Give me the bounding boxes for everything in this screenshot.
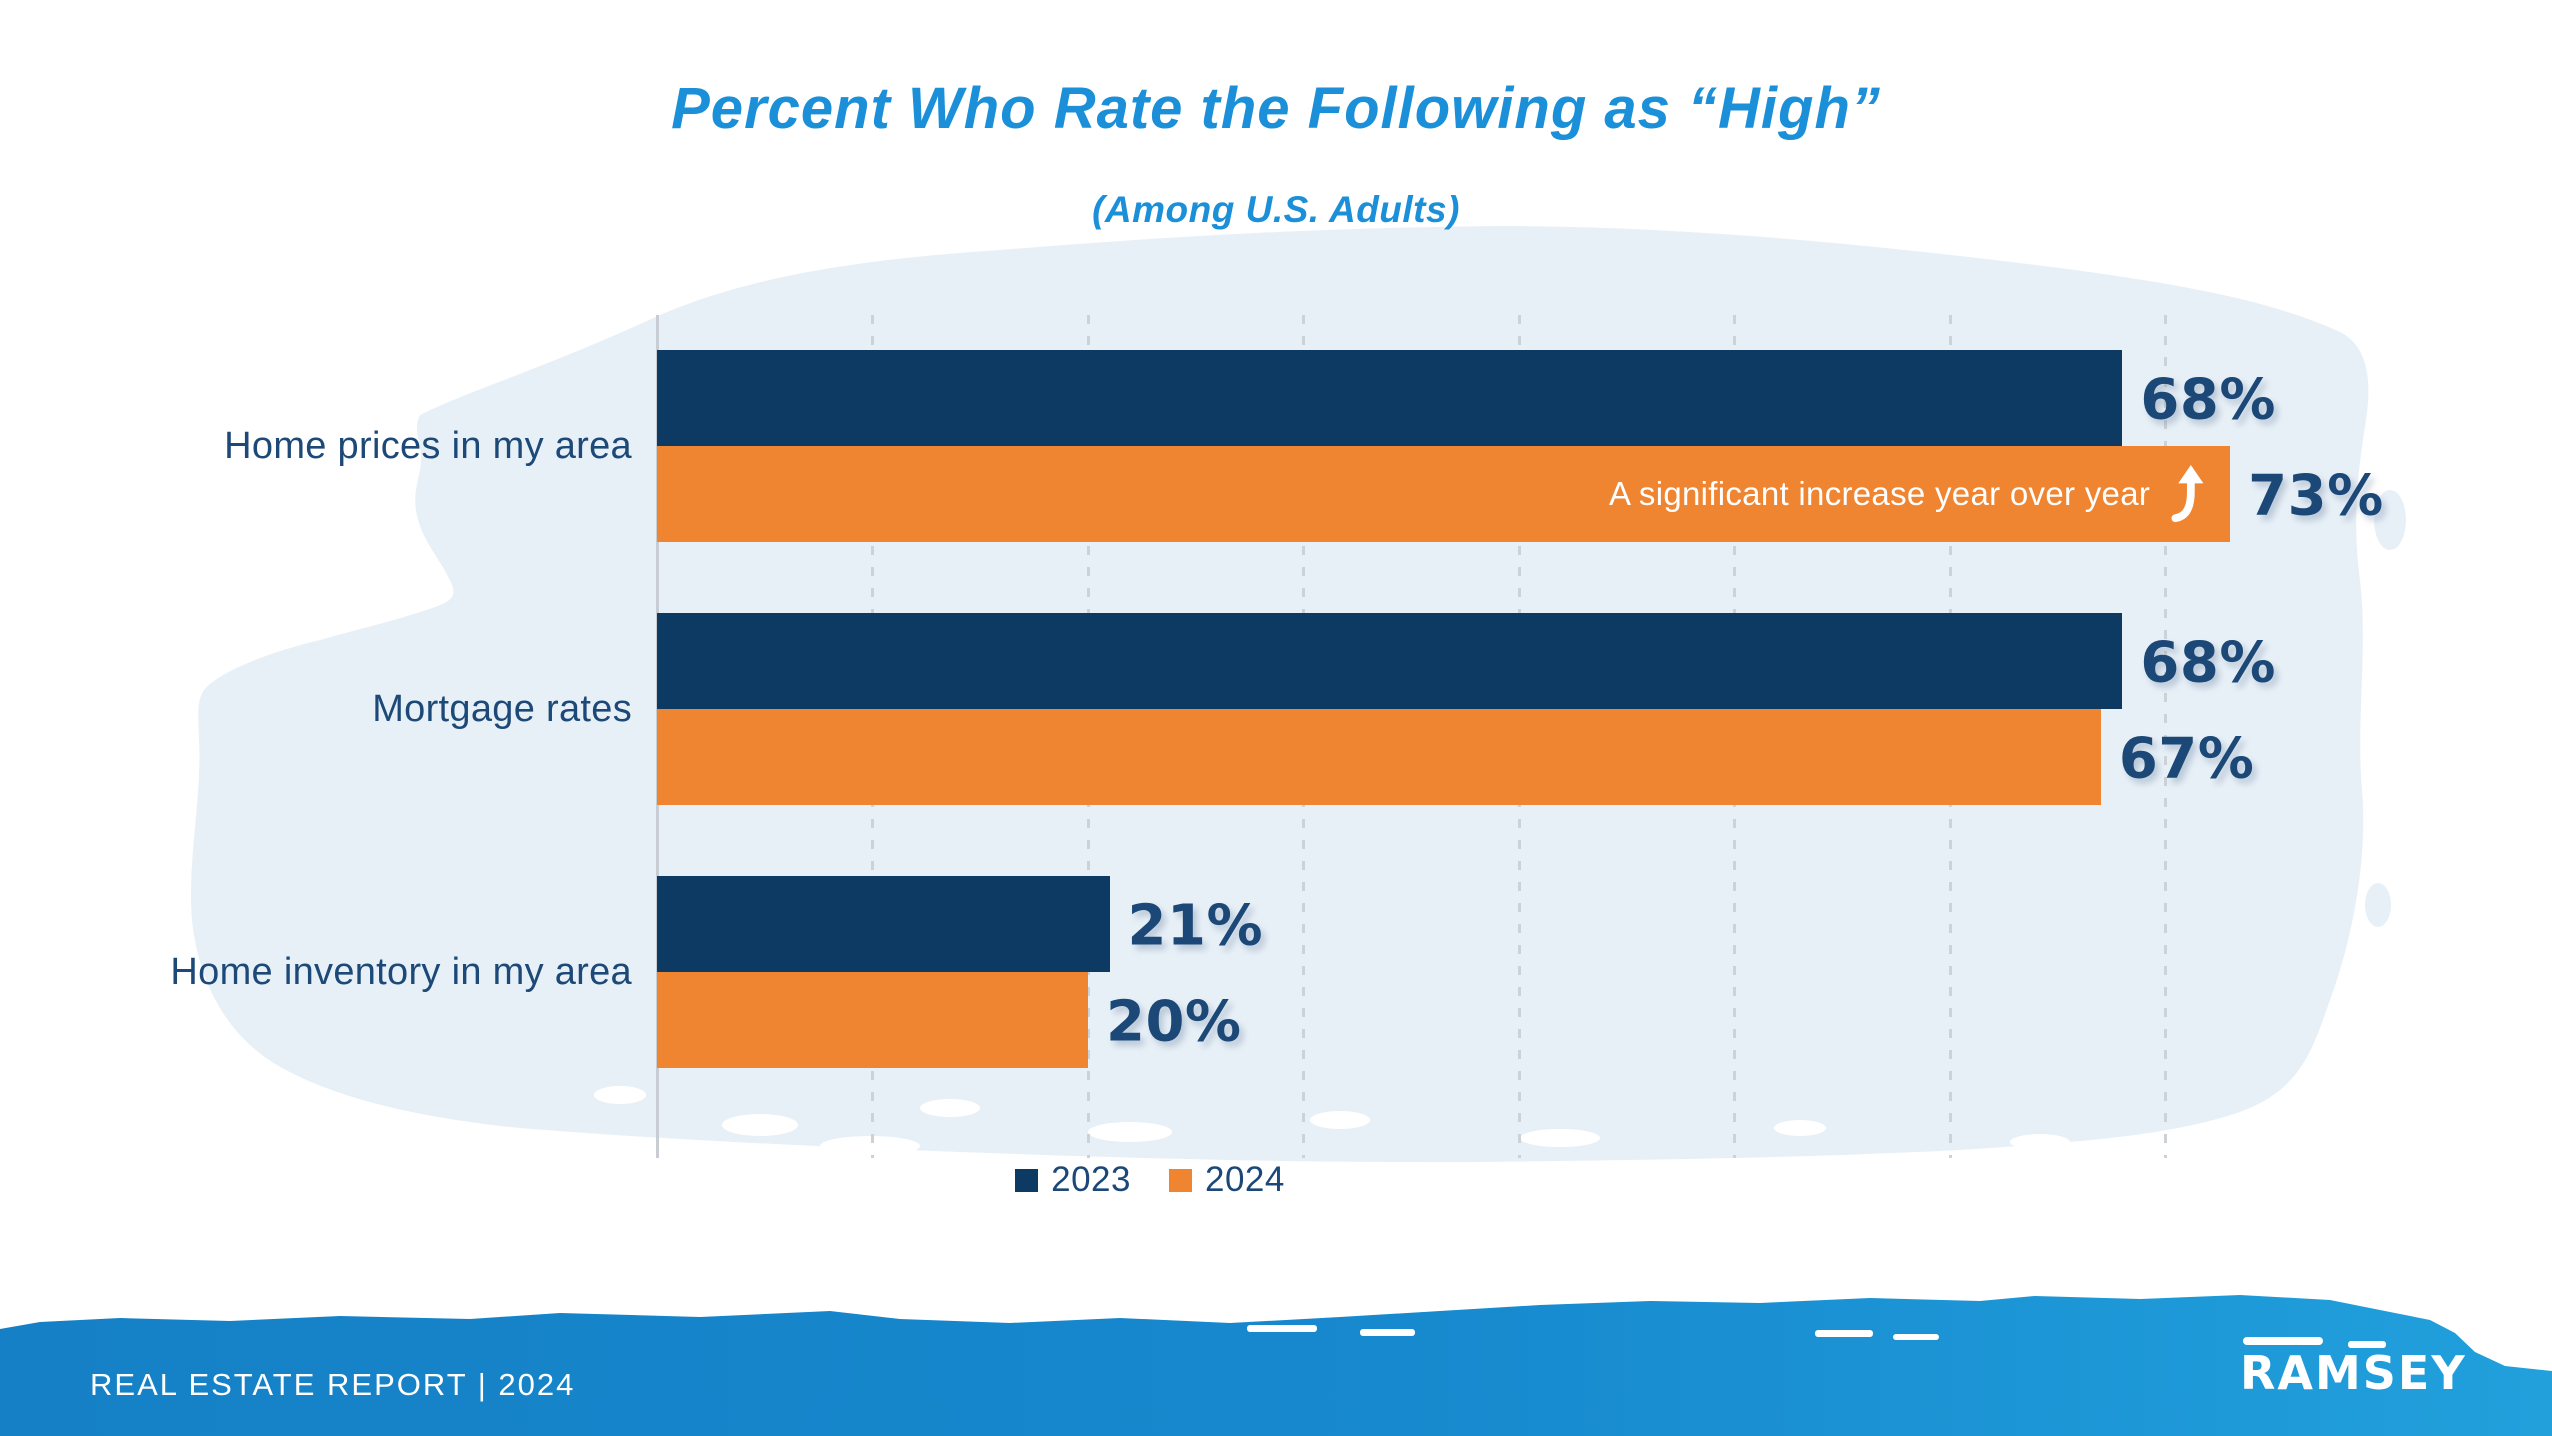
legend-label: 2024 [1205, 1160, 1285, 1199]
legend-label: 2023 [1051, 1160, 1131, 1199]
value-label: 73% [2248, 463, 2384, 529]
category-label: Home prices in my area [224, 425, 632, 467]
value-label: 68% [2140, 367, 2276, 433]
bar-2023-3 [657, 876, 1110, 972]
curved-up-arrow-icon [2168, 463, 2204, 525]
legend-swatch-2023 [1015, 1168, 1039, 1192]
annotation-text: A significant increase year over year [1608, 475, 2151, 512]
chart-legend: 2023 2024 [0, 1158, 2300, 1202]
legend-item-2024: 2024 [1169, 1160, 1285, 1200]
chart-subtitle: (Among U.S. Adults) [1092, 189, 1460, 230]
ramsey-logo: RAMSEY [2240, 1346, 2467, 1400]
report-label: REAL ESTATE REPORT | 2024 [90, 1367, 576, 1402]
bar-2023-1 [657, 350, 2123, 446]
bar-2023-2 [657, 613, 2123, 709]
category-label: Home inventory in my area [170, 951, 632, 993]
value-label: 20% [1106, 989, 1242, 1055]
annotation: A significant increase year over year [1609, 446, 2204, 542]
value-label: 67% [2118, 726, 2255, 792]
legend-item-2023: 2023 [1015, 1160, 1131, 1200]
gridline-70% [2164, 315, 2167, 1158]
value-label: 21% [1127, 893, 1264, 959]
chart-title: Percent Who Rate the Following as “High” [671, 76, 1881, 141]
category-label: Mortgage rates [372, 688, 632, 730]
legend-swatch-2024 [1169, 1168, 1192, 1192]
bar-2024-3 [657, 972, 1088, 1068]
bar-2024-1: A significant increase year over year [657, 446, 2231, 542]
bar-2024-2 [657, 709, 2101, 805]
value-label: 68% [2140, 630, 2276, 696]
